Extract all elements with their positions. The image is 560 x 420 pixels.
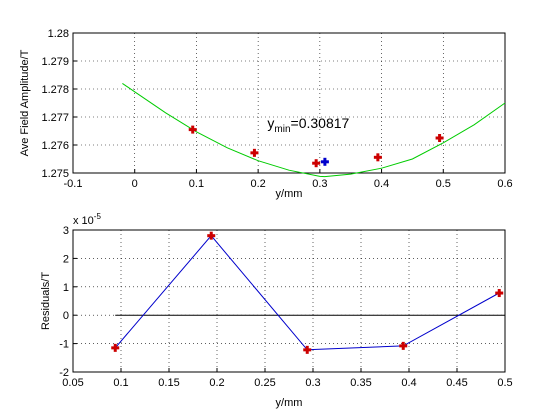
y-tick-label: 1.275 bbox=[41, 168, 69, 180]
residuals-exponent-base: x 10 bbox=[73, 215, 94, 227]
y-tick-label: -1 bbox=[59, 339, 69, 351]
y-tick-label: 0 bbox=[63, 310, 69, 322]
residuals-exponent-label: x 10-5 bbox=[73, 212, 101, 227]
x-tick-label: 0.2 bbox=[209, 377, 224, 389]
data-point bbox=[250, 148, 259, 157]
x-tick-label: 0.05 bbox=[62, 377, 83, 389]
x-tick-label: 0.1 bbox=[113, 377, 128, 389]
residual-point bbox=[303, 345, 312, 354]
data-point bbox=[373, 153, 382, 162]
residuals-xlabel: y/mm bbox=[276, 397, 303, 409]
fit-plot-tick-labels: -0.1 0 0.1 0.2 0.3 0.4 0.5 0.6 1.275 1.276 1.277 1.… bbox=[41, 28, 512, 190]
x-tick-label: 0.1 bbox=[189, 178, 204, 190]
residuals-panel: 0.05 0.1 0.15 0.2 0.25 0.3 0.35 0.4 0.45 0.5 -2 -1 0… bbox=[40, 212, 513, 409]
residuals-line bbox=[114, 234, 500, 351]
fit-plot-ylabel: Ave Field Amplitude/T bbox=[19, 49, 31, 156]
x-tick-label: 0.3 bbox=[305, 377, 320, 389]
x-tick-label: 0.4 bbox=[374, 178, 389, 190]
minimum-point bbox=[320, 157, 329, 166]
residuals-ylabel: Residuals/T bbox=[40, 272, 52, 330]
fit-plot-panel: -0.1 0 0.1 0.2 0.3 0.4 0.5 0.6 1.275 1.276 1.277 1.… bbox=[19, 28, 513, 200]
minimum-annotation-base: y bbox=[267, 115, 274, 131]
x-tick-label: 0.5 bbox=[436, 178, 451, 190]
residual-point bbox=[111, 343, 120, 352]
data-point bbox=[312, 159, 321, 168]
x-tick-label: 0.6 bbox=[497, 178, 512, 190]
residual-point bbox=[207, 231, 216, 240]
x-tick-label: 0 bbox=[132, 178, 138, 190]
y-tick-label: 1.28 bbox=[48, 28, 69, 40]
x-tick-label: -0.1 bbox=[64, 178, 83, 190]
residuals-grid bbox=[72, 229, 506, 373]
minimum-annotation: ymin=0.30817 bbox=[267, 115, 349, 135]
fit-plot-xlabel: y/mm bbox=[276, 188, 303, 200]
residuals-series bbox=[111, 231, 505, 354]
y-tick-label: 1.277 bbox=[41, 112, 69, 124]
y-tick-label: -2 bbox=[59, 367, 69, 379]
fit-plot-series bbox=[122, 82, 506, 178]
data-point bbox=[435, 134, 444, 142]
x-tick-label: 0.5 bbox=[497, 377, 512, 389]
y-tick-label: 1.278 bbox=[41, 84, 69, 96]
y-tick-label: 2 bbox=[63, 253, 69, 265]
x-tick-label: 0.3 bbox=[312, 178, 327, 190]
fit-plot-frame bbox=[72, 32, 506, 174]
residual-point bbox=[399, 341, 408, 350]
x-tick-label: 0.2 bbox=[250, 178, 265, 190]
residuals-frame bbox=[72, 229, 506, 373]
residuals-exponent-power: -5 bbox=[94, 212, 102, 221]
x-tick-label: 0.4 bbox=[401, 377, 416, 389]
y-tick-label: 3 bbox=[63, 225, 69, 237]
y-tick-label: 1 bbox=[63, 282, 69, 294]
y-tick-label: 1.276 bbox=[41, 140, 69, 152]
x-tick-label: 0.15 bbox=[158, 377, 179, 389]
residuals-tick-labels: 0.05 0.1 0.15 0.2 0.25 0.3 0.35 0.4 0.45 0.5 -2 -1 0… bbox=[59, 225, 512, 389]
y-tick-label: 1.279 bbox=[41, 56, 69, 68]
fit-plot-grid bbox=[72, 32, 506, 174]
fit-curve-line bbox=[122, 82, 506, 178]
residual-point bbox=[495, 289, 504, 298]
x-tick-label: 0.25 bbox=[254, 377, 275, 389]
minimum-annotation-subscript: min bbox=[274, 124, 290, 135]
data-point bbox=[188, 125, 197, 134]
x-tick-label: 0.45 bbox=[446, 377, 467, 389]
minimum-annotation-value: =0.30817 bbox=[291, 115, 350, 131]
x-tick-label: 0.35 bbox=[350, 377, 371, 389]
